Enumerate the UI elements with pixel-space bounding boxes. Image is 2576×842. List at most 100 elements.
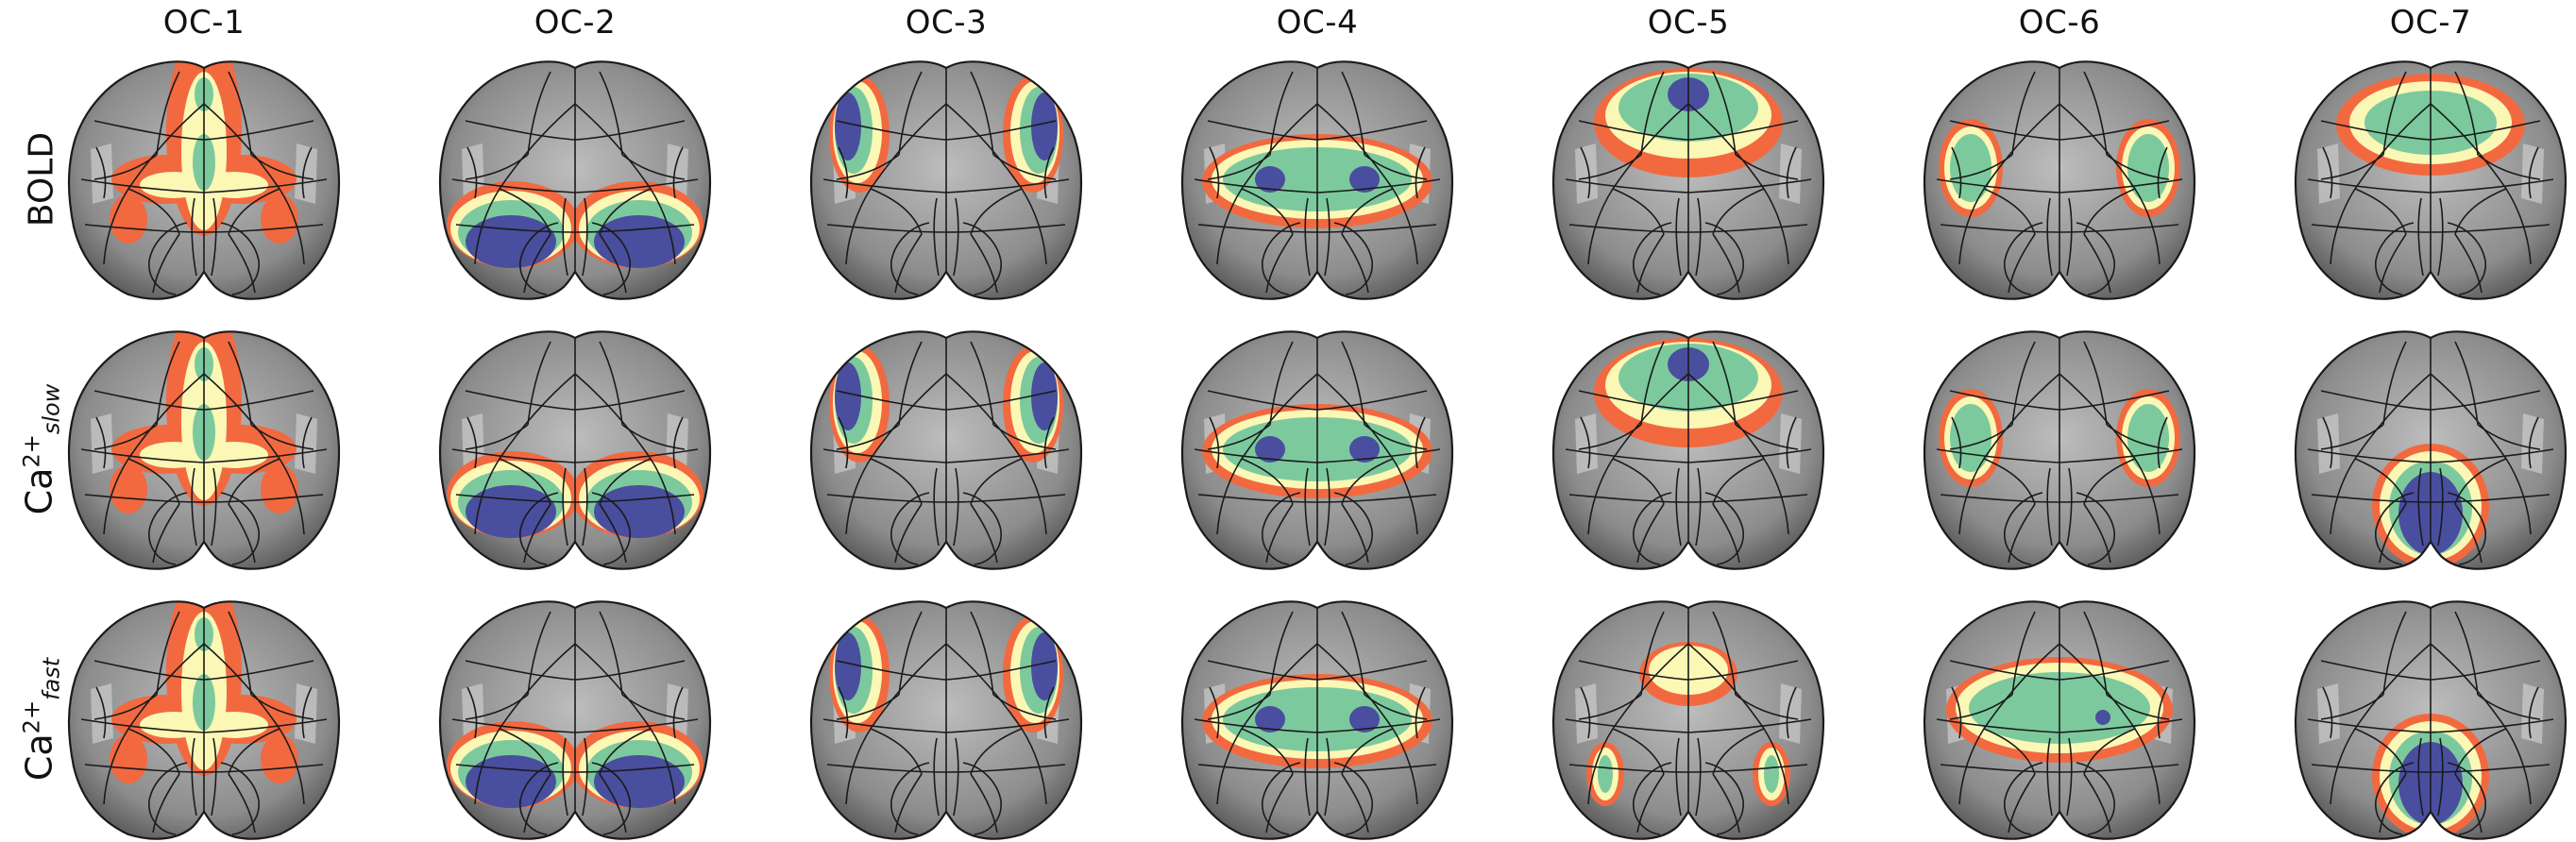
area-boundary-line — [1578, 154, 1642, 180]
area-boundary-line — [1197, 764, 1437, 773]
area-boundary-line — [953, 737, 959, 817]
area-boundary-line — [1207, 694, 1271, 720]
area-boundaries — [1565, 608, 1812, 835]
area-boundary-line — [2454, 188, 2507, 235]
area-boundary-line — [1936, 718, 2183, 733]
panel-bold-oc-4 — [1176, 57, 1459, 302]
area-boundary-line — [672, 686, 684, 739]
area-boundary-line — [156, 71, 180, 156]
row-label-ca-fast-base: Ca — [18, 733, 60, 782]
area-boundary-line — [2066, 197, 2073, 277]
area-boundary-line — [451, 448, 699, 463]
area-boundary-line — [2004, 222, 2043, 295]
area-boundary-line — [2083, 728, 2136, 775]
area-boundary-line — [455, 224, 695, 233]
area-boundary-line — [152, 233, 180, 294]
area-boundary-line — [127, 728, 180, 775]
area-boundary-line — [211, 737, 217, 817]
barrel-patch-right — [295, 413, 317, 474]
area-boundary-line — [93, 660, 314, 681]
area-boundary-line — [1568, 224, 1808, 233]
area-boundary-line — [970, 728, 1023, 775]
activation-level-1 — [110, 464, 147, 514]
area-boundary-line — [1612, 458, 1665, 505]
area-boundary-line — [621, 154, 686, 180]
area-boundary-line — [1565, 718, 1812, 733]
area-boundary-line — [2011, 341, 2036, 426]
area-boundary-line — [672, 416, 684, 469]
area-boundary-line — [1269, 71, 1294, 156]
area-boundary-line — [451, 178, 699, 194]
area-boundary-line — [127, 188, 180, 235]
area-boundary-line — [599, 188, 652, 235]
area-boundary-line — [933, 737, 940, 817]
area-boundary-line — [953, 197, 959, 277]
area-boundary-line — [2528, 416, 2539, 469]
area-boundary-line — [2454, 71, 2479, 156]
area-boundary-line — [2311, 224, 2551, 233]
area-boundary-line — [465, 120, 686, 141]
area-boundary-line — [894, 773, 923, 834]
area-boundary-line — [1580, 416, 1591, 469]
area-boundary-line — [1951, 686, 1962, 739]
area-boundary-line — [1209, 416, 1220, 469]
area-boundary-line — [2447, 492, 2486, 565]
area-boundary-line — [93, 120, 314, 141]
area-boundary-line — [523, 233, 551, 294]
area-boundary-line — [499, 458, 551, 505]
area-boundary-line — [1324, 467, 1330, 547]
area-boundary-line — [822, 448, 1070, 463]
area-boundary-line — [1712, 71, 1737, 156]
area-boundary-line — [894, 233, 923, 294]
area-boundary-line — [870, 458, 923, 505]
barrel-patch-left — [2317, 143, 2340, 204]
panel-ca_fast-oc-3 — [805, 597, 1088, 842]
area-boundary-line — [1712, 188, 1765, 235]
area-boundary-line — [152, 503, 180, 564]
activation-overlay — [447, 721, 703, 808]
area-boundary-line — [1786, 416, 1797, 469]
area-boundary-line — [1949, 120, 2170, 141]
area-boundary-line — [1341, 71, 1365, 156]
brain-map-ca_fast-oc-2 — [438, 600, 712, 840]
area-boundary-line — [2320, 424, 2384, 450]
area-boundary-line — [250, 424, 314, 450]
area-boundary-line — [93, 694, 158, 720]
area-boundary-line — [1578, 390, 1799, 411]
brain-outline — [2294, 330, 2568, 570]
brain-map-ca_fast-oc-1 — [67, 600, 341, 840]
area-boundaries — [1194, 68, 1441, 295]
area-boundary-line — [2354, 728, 2407, 775]
area-boundary-line — [970, 341, 994, 426]
brain-outline — [438, 60, 712, 300]
panel-bold-oc-3 — [805, 57, 1088, 302]
activation-level-4 — [1255, 706, 1285, 733]
panel-ca_slow-oc-6 — [1918, 327, 2201, 572]
area-boundary-line — [992, 154, 1057, 180]
area-boundary-line — [1341, 773, 1369, 834]
area-boundary-line — [1633, 492, 1672, 565]
brain-outline — [438, 330, 712, 570]
area-boundary-line — [2375, 222, 2415, 295]
area-boundary-line — [599, 503, 627, 564]
area-boundary-line — [1207, 660, 1428, 681]
area-boundaries — [2307, 68, 2554, 295]
area-boundary-line — [1241, 458, 1294, 505]
area-boundary-line — [455, 764, 695, 773]
area-boundary-line — [822, 718, 1070, 733]
brain-outline — [1923, 330, 2196, 570]
brain-outline — [67, 60, 341, 300]
area-boundary-line — [1194, 448, 1441, 463]
area-boundary-line — [1580, 146, 1591, 199]
activation-level-4 — [835, 362, 861, 430]
area-boundary-line — [95, 146, 107, 199]
area-boundary-line — [1949, 694, 2013, 720]
area-boundary-line — [599, 233, 627, 294]
barrel-patch-left — [91, 143, 113, 204]
area-boundary-line — [1735, 424, 1799, 450]
area-boundaries — [822, 68, 1070, 295]
area-boundary-line — [2437, 737, 2444, 817]
area-boundary-line — [672, 146, 684, 199]
area-boundary-line — [1578, 694, 1642, 720]
area-boundary-line — [1265, 503, 1294, 564]
